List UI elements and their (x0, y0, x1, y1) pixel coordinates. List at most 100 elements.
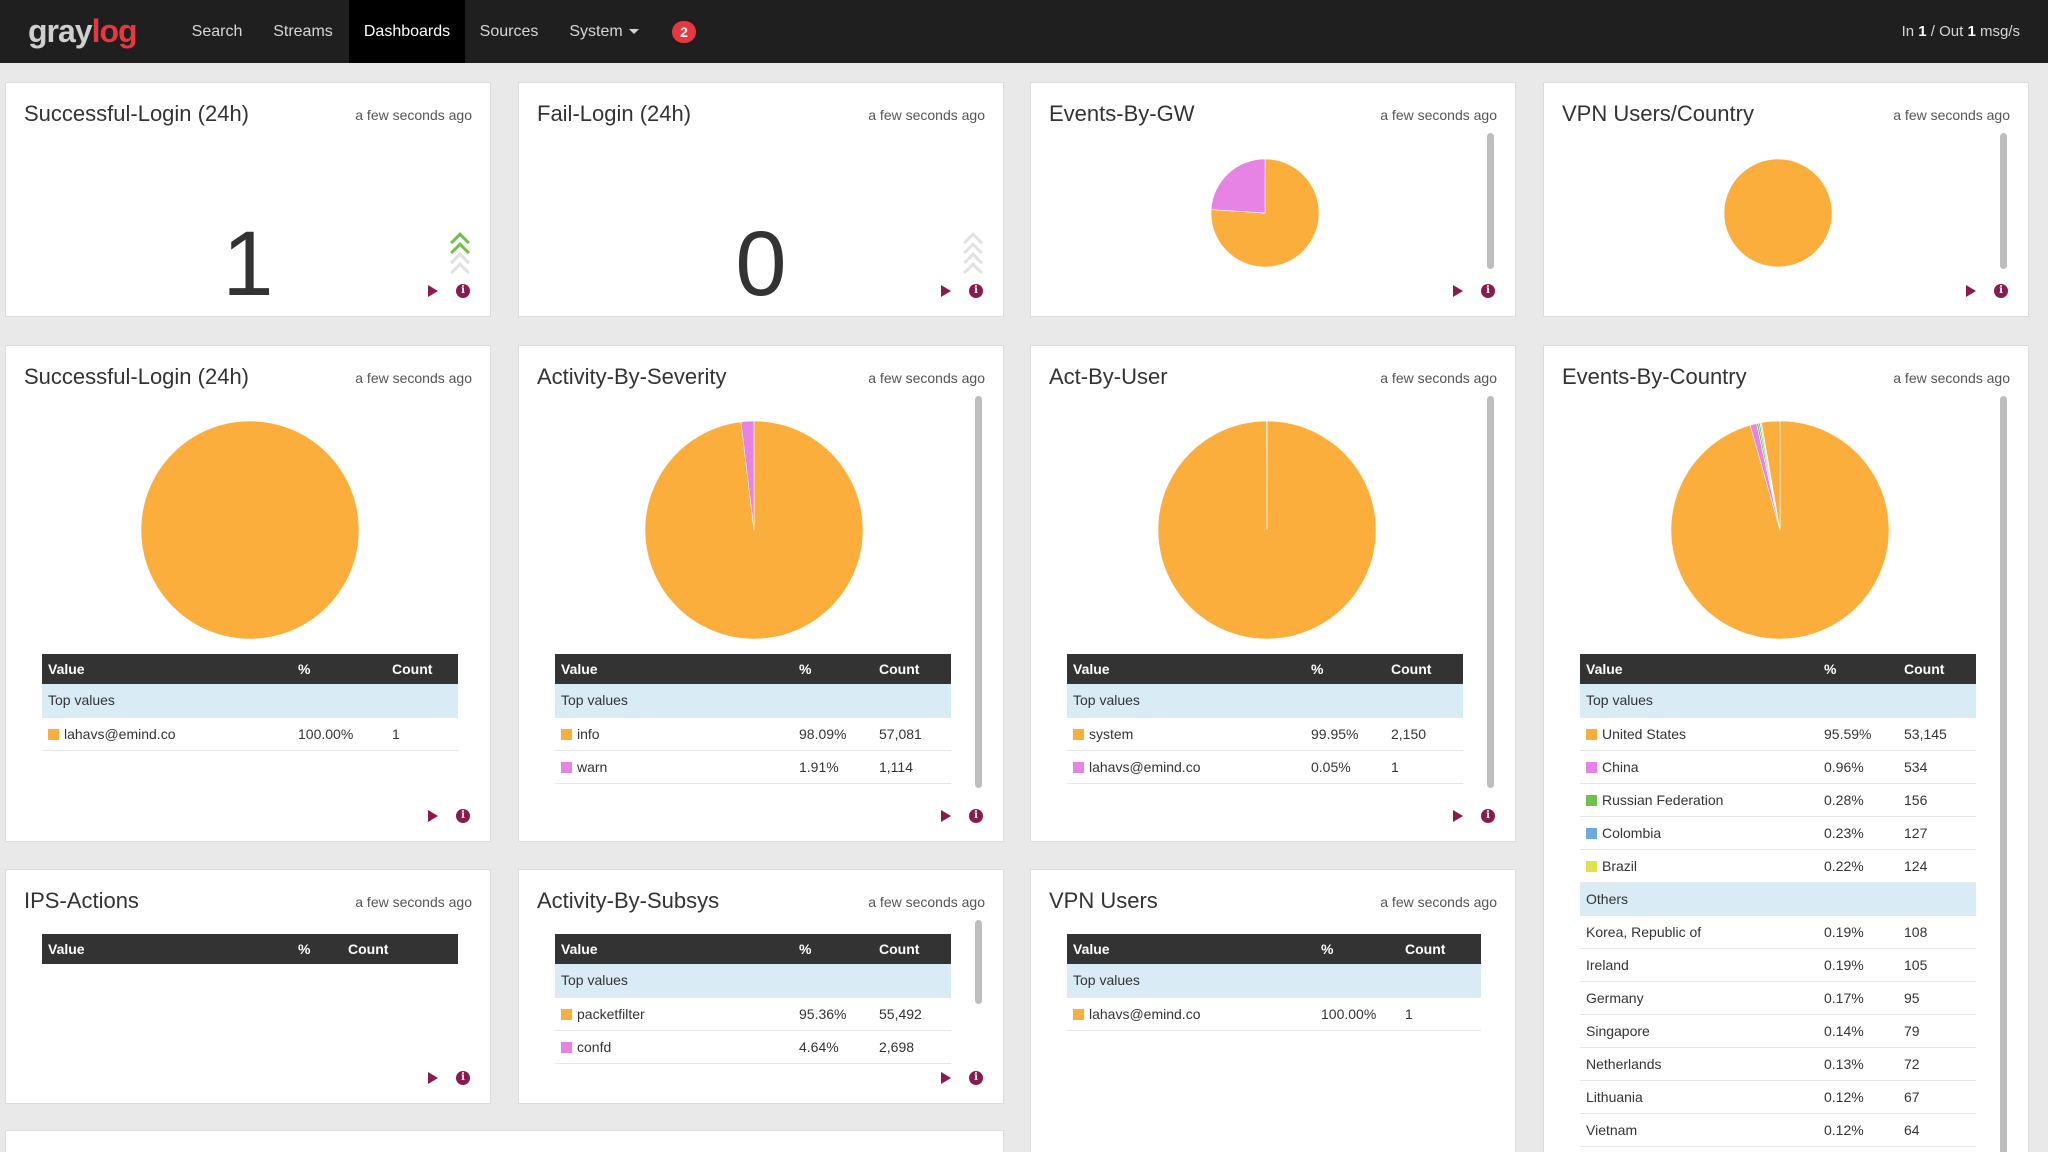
column-header-percent: % (292, 654, 386, 684)
nav-sources[interactable]: Sources (479, 23, 539, 40)
pie-slice[interactable] (1761, 421, 1781, 531)
table-row[interactable]: Lithuania 0.12% 67 (1580, 1080, 1976, 1114)
color-swatch (1586, 728, 1597, 740)
scrollbar[interactable] (1487, 396, 1494, 788)
info-icon[interactable]: i (1481, 809, 1495, 823)
nav-search[interactable]: Search (191, 23, 243, 40)
widget-title: Events-By-GW (1049, 101, 1195, 126)
logo-text-gray: gray (28, 13, 93, 49)
data-table: Value % Count Top values lahavs@emind.co… (1067, 934, 1481, 1031)
widget-updated-time: a few seconds ago (868, 894, 985, 910)
table-row[interactable]: confd 4.64% 2,698 (555, 1030, 951, 1064)
value-text: info (577, 725, 600, 742)
table-row[interactable]: Brazil 0.22% 124 (1580, 849, 1976, 883)
nav-streams[interactable]: Streams (273, 23, 333, 40)
nav-system-dropdown[interactable]: System (556, 0, 652, 63)
data-table: Value % Count Top values info 98.09% 57,… (555, 654, 951, 784)
widget-partial-bottom (5, 1130, 1004, 1152)
pie-chart (1671, 421, 1889, 639)
cell-value: Netherlands (1580, 1047, 1818, 1081)
table-row[interactable]: lahavs@emind.co 0.05% 1 (1067, 750, 1463, 784)
nav-system-label: System (569, 23, 623, 40)
table-row[interactable]: United States 95.59% 53,145 (1580, 717, 1976, 751)
table-row[interactable]: Vietnam 0.12% 64 (1580, 1113, 1976, 1147)
data-table: Value % Count Top values United States 9… (1580, 654, 1976, 1147)
table-row[interactable]: Netherlands 0.13% 72 (1580, 1047, 1976, 1081)
table-row[interactable]: system 99.95% 2,150 (1067, 717, 1463, 751)
table-row[interactable]: warn 1.91% 1,114 (555, 750, 951, 784)
group-row-top-values: Top values (42, 684, 458, 718)
scrollbar[interactable] (975, 396, 982, 788)
scrollbar[interactable] (1487, 133, 1494, 269)
table-row[interactable]: Ireland 0.19% 105 (1580, 948, 1976, 982)
nav-dashboards[interactable]: Dashboards (349, 0, 465, 63)
info-icon[interactable]: i (969, 284, 983, 298)
graylog-logo[interactable]: graylog (28, 13, 138, 49)
table-row[interactable]: Singapore 0.14% 79 (1580, 1014, 1976, 1048)
table-row[interactable]: Korea, Republic of 0.19% 108 (1580, 915, 1976, 949)
widget-title: VPN Users/Country (1562, 101, 1754, 126)
pie-slice[interactable] (1211, 159, 1266, 214)
play-icon[interactable] (1453, 285, 1463, 297)
cell-percent: 95.36% (793, 997, 873, 1031)
cell-percent: 0.19% (1818, 915, 1898, 949)
cell-value: confd (555, 1030, 793, 1064)
table-row[interactable]: Germany 0.17% 95 (1580, 981, 1976, 1015)
play-icon[interactable] (428, 285, 438, 297)
throughput-indicator: In 1 / Out 1 msg/s (1902, 0, 2020, 63)
info-icon[interactable]: i (969, 809, 983, 823)
widget-title: Successful-Login (24h) (24, 364, 250, 389)
table-row[interactable]: China 0.96% 534 (1580, 750, 1976, 784)
color-swatch (561, 1008, 572, 1020)
play-icon[interactable] (941, 1072, 951, 1084)
color-swatch (1073, 761, 1084, 773)
cell-value: Ireland (1580, 948, 1818, 982)
info-icon[interactable]: i (456, 284, 470, 298)
pie-slice[interactable] (1724, 159, 1832, 267)
cell-value: info (555, 717, 793, 751)
cell-count: 95 (1898, 981, 1976, 1015)
play-icon[interactable] (428, 1072, 438, 1084)
play-icon[interactable] (428, 810, 438, 822)
group-row-others: Others (1580, 882, 1976, 916)
color-swatch (1586, 761, 1597, 773)
table-row[interactable]: lahavs@emind.co 100.00% 1 (42, 717, 458, 751)
value-text: lahavs@emind.co (1089, 1005, 1201, 1022)
table-row[interactable]: packetfilter 95.36% 55,492 (555, 997, 951, 1031)
table-row[interactable]: info 98.09% 57,081 (555, 717, 951, 751)
color-swatch (1586, 794, 1597, 806)
play-icon[interactable] (941, 285, 951, 297)
group-label: Top values (1067, 684, 1463, 718)
info-icon[interactable]: i (456, 1071, 470, 1085)
play-icon[interactable] (1453, 810, 1463, 822)
cell-value: China (1580, 750, 1818, 784)
widget-updated-time: a few seconds ago (355, 894, 472, 910)
value-text: confd (577, 1038, 612, 1055)
table-row[interactable]: Russian Federation 0.28% 156 (1580, 783, 1976, 817)
scrollbar[interactable] (2000, 133, 2007, 269)
play-icon[interactable] (1966, 285, 1976, 297)
table-row[interactable]: lahavs@emind.co 100.00% 1 (1067, 997, 1481, 1031)
info-icon[interactable]: i (456, 809, 470, 823)
cell-percent: 0.12% (1818, 1113, 1898, 1147)
info-icon[interactable]: i (1994, 284, 2008, 298)
info-icon[interactable]: i (969, 1071, 983, 1085)
play-icon[interactable] (941, 810, 951, 822)
table-row[interactable]: Colombia 0.23% 127 (1580, 816, 1976, 850)
notifications-badge[interactable]: 2 (672, 21, 696, 43)
chevron-down-icon (628, 29, 639, 34)
pie-slice[interactable] (141, 421, 359, 639)
scrollbar[interactable] (2000, 396, 2007, 1152)
cell-count: 72 (1898, 1047, 1976, 1081)
pie-slice[interactable] (740, 421, 755, 531)
stat-value: 0 (735, 213, 787, 315)
widget-updated-time: a few seconds ago (1380, 370, 1497, 386)
stat-value: 1 (222, 213, 274, 315)
throughput-separator: / Out (1926, 23, 1968, 40)
info-icon[interactable]: i (1481, 284, 1495, 298)
group-row-top-values: Top values (1067, 684, 1463, 718)
scrollbar[interactable] (975, 920, 982, 1004)
widget-updated-time: a few seconds ago (868, 370, 985, 386)
value-text: warn (577, 758, 608, 775)
cell-value: packetfilter (555, 997, 793, 1031)
